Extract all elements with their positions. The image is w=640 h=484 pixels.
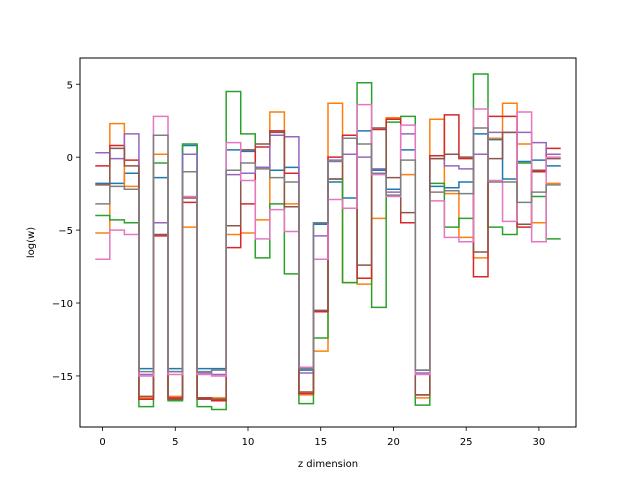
y-tick-label: −15 <box>52 372 73 383</box>
x-tick-label: 15 <box>314 437 327 448</box>
y-axis-label: log(w) <box>26 227 37 258</box>
x-tick-label: 10 <box>242 437 255 448</box>
y-tick-label: −5 <box>58 226 73 237</box>
x-tick-label: 30 <box>533 437 546 448</box>
axis-layer: 0 5 10 15 20 25 30 5 0 −5 −10 −15 <box>52 80 545 448</box>
plot-frame <box>79 57 577 428</box>
y-tick-label: −10 <box>52 299 73 310</box>
x-tick-label: 25 <box>460 437 473 448</box>
y-tick-label: 5 <box>67 80 73 91</box>
series-line-7 <box>95 103 561 377</box>
y-tick-label: 0 <box>67 153 73 164</box>
series-line-2 <box>95 102 561 399</box>
x-tick-label: 20 <box>387 437 400 448</box>
x-axis-label: z dimension <box>298 459 358 470</box>
series-line-8 <box>95 127 561 373</box>
x-tick-label: 5 <box>172 437 178 448</box>
series-layer <box>95 73 561 411</box>
x-tick-label: 0 <box>99 437 105 448</box>
